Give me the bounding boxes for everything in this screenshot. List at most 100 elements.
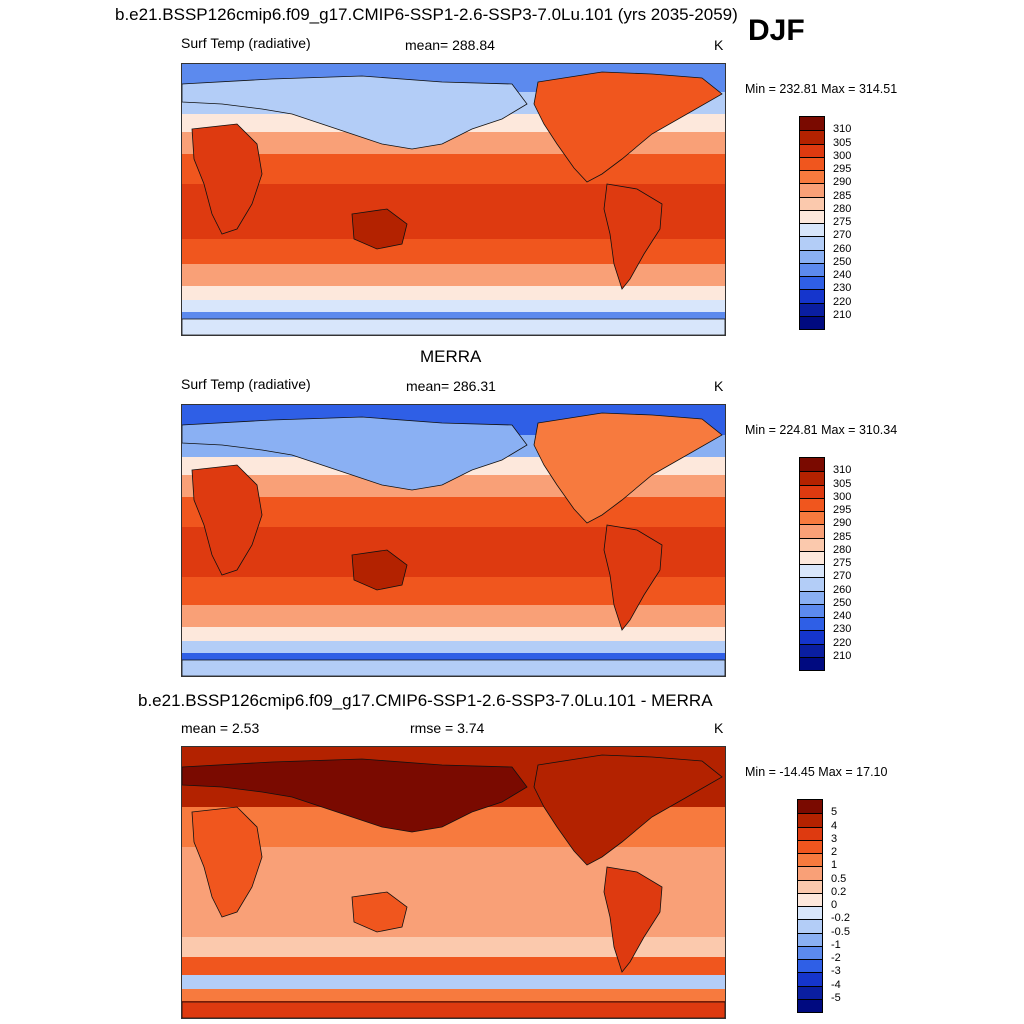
continent-outline xyxy=(191,123,263,235)
colorbar-tick-label: 270 xyxy=(833,229,852,242)
colorbar-tick-label: 270 xyxy=(833,570,852,583)
continent-outline xyxy=(182,1001,725,1018)
colorbar-segment xyxy=(800,236,824,250)
colorbar-segment xyxy=(800,497,824,511)
panel1-colorbar xyxy=(799,116,825,330)
colorbar-tick-label: 240 xyxy=(833,610,852,622)
colorbar-tick-label: 285 xyxy=(833,530,852,543)
panel3-colorbar xyxy=(797,799,823,1013)
colorbar-segment xyxy=(800,564,824,578)
colorbar-segment xyxy=(800,289,824,303)
colorbar-segment xyxy=(800,550,824,564)
colorbar-segment xyxy=(800,156,824,170)
colorbar-tick-label: 1 xyxy=(831,859,838,872)
colorbar-tick-label: 310 xyxy=(833,123,852,136)
colorbar-segment xyxy=(800,262,824,276)
continent-outline xyxy=(182,659,725,676)
colorbar-segment xyxy=(798,945,822,959)
field-band xyxy=(182,154,725,184)
colorbar-tick-label: 295 xyxy=(833,163,852,175)
field-band xyxy=(182,641,725,653)
field-band xyxy=(182,605,725,627)
panel2-variable-label: Surf Temp (radiative) xyxy=(181,376,311,392)
continent-outline xyxy=(533,754,723,866)
field-band xyxy=(182,989,725,1001)
colorbar-tick-label: -1 xyxy=(831,938,841,951)
colorbar-segment xyxy=(800,302,824,316)
colorbar-segment xyxy=(800,196,824,210)
colorbar-tick-label: 300 xyxy=(833,490,852,503)
colorbar-tick-label: -4 xyxy=(831,978,841,991)
colorbar-tick-label: 285 xyxy=(833,189,852,202)
colorbar-segment xyxy=(798,972,822,986)
field-band xyxy=(182,264,725,286)
colorbar-segment xyxy=(800,249,824,263)
colorbar-tick-label: 280 xyxy=(833,202,852,215)
colorbar-tick-label: 0.5 xyxy=(831,872,847,885)
colorbar-segment xyxy=(800,656,824,670)
colorbar-segment xyxy=(800,458,824,472)
colorbar-segment xyxy=(800,117,824,131)
field-band xyxy=(182,300,725,312)
panel1-minmax-label: Min = 232.81 Max = 314.51 xyxy=(745,82,898,96)
colorbar-tick-label: 275 xyxy=(833,216,852,228)
continent-outline xyxy=(603,866,663,973)
colorbar-segment xyxy=(798,919,822,933)
panel3-mean-label: mean = 2.53 xyxy=(181,720,260,736)
colorbar-segment xyxy=(800,630,824,644)
colorbar-tick-label: -3 xyxy=(831,965,841,978)
continent-outline xyxy=(351,549,408,591)
field-band xyxy=(182,286,725,300)
colorbar-tick-label: 0 xyxy=(831,899,838,911)
colorbar-tick-label: 2 xyxy=(831,846,838,858)
colorbar-segment xyxy=(800,471,824,485)
colorbar-segment xyxy=(800,577,824,591)
colorbar-segment xyxy=(800,511,824,525)
colorbar-tick-label: 275 xyxy=(833,557,852,569)
colorbar-segment xyxy=(798,839,822,853)
season-label: DJF xyxy=(748,14,805,47)
colorbar-tick-label: 0.2 xyxy=(831,885,847,898)
colorbar-segment xyxy=(800,315,824,329)
colorbar-tick-label: 5 xyxy=(831,806,838,819)
field-band xyxy=(182,975,725,989)
colorbar-segment xyxy=(798,826,822,840)
panel3-title: b.e21.BSSP126cmip6.f09_g17.CMIP6-SSP1-2.… xyxy=(138,691,713,710)
panel1-title: b.e21.BSSP126cmip6.f09_g17.CMIP6-SSP1-2.… xyxy=(115,5,738,24)
continent-outline xyxy=(351,891,408,933)
colorbar-tick-label: 250 xyxy=(833,596,852,609)
colorbar-tick-label: 220 xyxy=(833,295,852,308)
colorbar-segment xyxy=(798,800,822,814)
panel2-mean-label: mean= 286.31 xyxy=(406,378,496,394)
field-band xyxy=(182,937,725,957)
panel1-units-label: K xyxy=(714,37,724,53)
panel3-map xyxy=(181,746,726,1019)
colorbar-segment xyxy=(798,932,822,946)
panel3-units-label: K xyxy=(714,720,724,736)
continent-outline xyxy=(182,75,528,150)
continent-outline xyxy=(182,416,528,491)
continent-outline xyxy=(191,464,263,576)
continent-outline xyxy=(533,412,723,524)
colorbar-tick-label: 260 xyxy=(833,242,852,255)
colorbar-tick-label: 250 xyxy=(833,255,852,268)
colorbar-segment xyxy=(798,879,822,893)
panel2-map xyxy=(181,404,726,677)
panel1-mean-label: mean= 288.84 xyxy=(405,37,495,53)
colorbar-segment xyxy=(800,130,824,144)
colorbar-tick-label: 230 xyxy=(833,623,852,636)
colorbar-segment xyxy=(798,813,822,827)
colorbar-segment xyxy=(800,183,824,197)
colorbar-segment xyxy=(798,906,822,920)
colorbar-segment xyxy=(800,524,824,538)
panel1-variable-label: Surf Temp (radiative) xyxy=(181,35,311,51)
colorbar-tick-label: 4 xyxy=(831,819,838,832)
colorbar-tick-label: 290 xyxy=(833,176,852,189)
colorbar-segment xyxy=(800,537,824,551)
colorbar-tick-label: 305 xyxy=(833,477,852,490)
panel3-rmse-label: rmse = 3.74 xyxy=(410,720,485,736)
colorbar-tick-label: 210 xyxy=(833,308,852,321)
colorbar-tick-label: 300 xyxy=(833,149,852,162)
colorbar-segment xyxy=(800,617,824,631)
colorbar-tick-label: 260 xyxy=(833,583,852,596)
